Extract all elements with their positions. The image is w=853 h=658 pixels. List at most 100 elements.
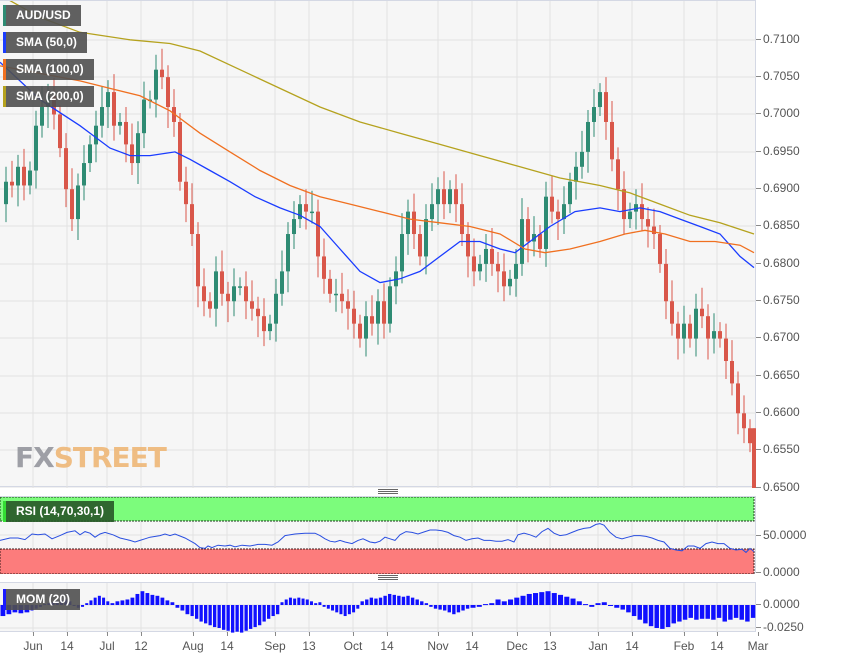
momentum-bar [360,601,364,605]
y-axis-tick [756,188,761,189]
candlestick [130,123,134,176]
momentum-bar [170,602,175,605]
momentum-bar [392,594,396,605]
candlestick [484,234,488,282]
candlestick [652,208,656,249]
candlestick [118,113,122,135]
candlestick [496,251,500,293]
candlestick [70,168,74,232]
momentum-panel[interactable]: MOM (20) [0,582,756,633]
candlestick [196,222,200,308]
momentum-bar [293,598,297,605]
momentum-bar [648,605,654,627]
legend-color-swatch [3,5,6,26]
candlestick [220,250,224,306]
momentum-bar [637,605,642,620]
y-axis-tick [756,487,761,488]
momentum-bar [110,603,115,605]
candlestick [82,145,86,201]
candlestick [304,189,308,230]
momentum-bar [410,597,415,605]
momentum-bar [318,602,322,605]
candlestick [280,250,284,306]
momentum-bar [643,605,648,624]
candlestick [682,305,686,354]
candlestick [166,65,170,128]
candlestick [478,254,482,281]
candlestick [526,207,530,263]
candlestick [544,181,548,267]
momentum-bar [160,597,165,605]
momentum-bar [115,601,120,605]
momentum-bar [301,598,305,605]
candlestick [88,135,92,173]
x-axis-label: Jul [99,639,115,653]
x-axis-tick [438,632,439,636]
candlestick [730,340,734,396]
price-chart-panel[interactable]: FXSTREET AUD/USD SMA (50,0) SMA (100,0) … [0,0,756,488]
momentum-bar [620,605,625,610]
candlestick [190,183,194,246]
candlestick [232,268,236,317]
momentum-bar [217,605,221,628]
candlestick [520,198,524,276]
x-axis-tick [758,632,759,636]
x-axis-tick [141,632,142,636]
panel-resize-handle[interactable] [378,489,398,495]
momentum-bar [415,599,419,605]
momentum-bar [388,593,392,605]
legend-main-symbol[interactable]: AUD/USD [3,5,81,26]
candlestick [550,175,554,224]
candlestick [724,323,728,379]
candlestick [100,86,104,138]
momentum-bar [456,605,461,613]
rsi-panel[interactable]: RSI (14,70,30,1) [0,496,756,574]
candlestick [688,314,692,348]
price-chart-canvas[interactable] [0,1,756,488]
momentum-bar [671,605,676,624]
legend-sma50[interactable]: SMA (50,0) [3,32,87,53]
candlestick [706,304,710,360]
legend-sma200[interactable]: SMA (200,0) [3,86,94,107]
momentum-bar [750,605,756,618]
rsi-chart-canvas[interactable] [0,497,756,574]
momentum-bar [699,605,705,619]
legend-color-swatch [3,589,6,610]
candlestick [250,280,254,321]
candlestick [34,110,38,189]
x-axis-label: Sep [264,639,286,653]
y-axis-tick [756,76,761,77]
panel-resize-handle[interactable] [378,575,398,581]
momentum-bar [356,605,360,609]
x-axis-label: 14 [60,639,74,653]
candlestick [394,256,398,305]
candlestick [622,171,626,235]
candlestick [202,268,206,317]
momentum-bar [204,605,208,624]
legend-rsi[interactable]: RSI (14,70,30,1) [3,501,115,522]
momentum-bar [125,599,130,605]
momentum-bar [688,605,693,618]
x-axis-label: Feb [673,639,695,653]
legend-mom[interactable]: MOM (20) [3,589,80,610]
logo-fx: FX [15,441,55,474]
momentum-chart-canvas[interactable] [0,583,756,633]
legend-sma100[interactable]: SMA (100,0) [3,59,94,80]
candlestick [76,173,80,240]
candlestick [94,110,98,163]
y-axis-label: 0.7050 [763,69,800,83]
momentum-bar [614,605,620,608]
candlestick [448,180,452,214]
candlestick [718,322,722,348]
momentum-bar [102,597,106,605]
candlestick [244,271,248,320]
momentum-bar [514,597,520,605]
candlestick [430,183,434,232]
candlestick [400,213,404,284]
y-axis-label: 0.6950 [763,144,800,158]
candlestick [586,110,590,173]
y-axis-tick [756,375,761,376]
momentum-bar [495,599,501,605]
x-axis-tick [717,632,718,636]
candlestick [28,161,32,195]
